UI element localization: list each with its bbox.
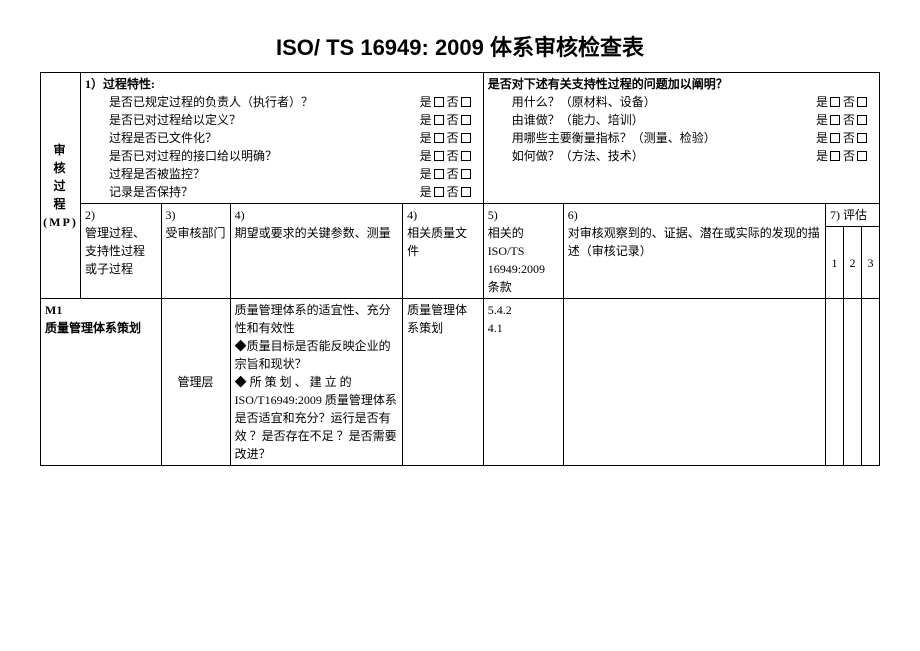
row-dept: 管理层 (161, 299, 230, 466)
rq-line-4: 如何做？（方法、技术）是 否 (488, 147, 875, 165)
col-7-header: 7) 评估 (826, 204, 880, 227)
col-7-2: 2 (844, 227, 862, 299)
rq-line-1: 用什么？（原材料、设备）是 否 (488, 93, 875, 111)
section1-right-heading: 是否对下述有关支持性过程的问题加以阐明？ (488, 75, 875, 93)
col-7-1: 1 (826, 227, 844, 299)
q-line-4: 是否已对过程的接口给以明确？是 否 (85, 147, 479, 165)
side-label: 审核过程(MP) (41, 73, 81, 299)
q-line-6: 记录是否保持？是 否 (85, 183, 479, 201)
row-clauses: 5.4.24.1 (483, 299, 563, 466)
row-docs: 质量管理体系策划 (403, 299, 484, 466)
q-line-3: 过程是否已文件化？是 否 (85, 129, 479, 147)
col-4-header: 4)期望或要求的关键参数、测量 (230, 204, 403, 299)
row-params-b1: ◆质量目标是否能反映企业的宗旨和现状？ (235, 337, 399, 373)
section1-left: 1）过程特性: 是否已规定过程的负责人（执行者）？是 否 是否已对过程给以定义？… (81, 73, 484, 204)
page-title: ISO/ TS 16949: 2009 体系审核检查表 (40, 30, 880, 62)
rq-line-2: 由谁做？（能力、培训）是 否 (488, 111, 875, 129)
q-line-1: 是否已规定过程的负责人（执行者）？是 否 (85, 93, 479, 111)
row-eval-1 (826, 299, 844, 466)
row-findings (563, 299, 825, 466)
col-5-header: 5)相关的 ISO/TS 16949:2009 条款 (483, 204, 563, 299)
rq-line-3: 用哪些主要衡量指标？（测量、检验）是 否 (488, 129, 875, 147)
q-line-5: 过程是否被监控？是 否 (85, 165, 479, 183)
col-2-header: 2)管理过程、支持性过程或子过程 (81, 204, 162, 299)
audit-table: 审核过程(MP) 1）过程特性: 是否已规定过程的负责人（执行者）？是 否 是否… (40, 72, 880, 466)
col-4b-header: 4)相关质量文件 (403, 204, 484, 299)
table-row: M1质量管理体系策划 管理层 质量管理体系的适宜性、充分性和有效性 ◆质量目标是… (41, 299, 880, 466)
row-params-b2: ◆ 所 策 划 、 建 立 的ISO/T16949:2009 质量管理体系是否适… (235, 373, 399, 463)
row-eval-2 (844, 299, 862, 466)
col-6-header: 6)对审核观察到的、证据、潜在或实际的发现的描述（审核记录） (563, 204, 825, 299)
row-eval-3 (862, 299, 880, 466)
row-id: M1质量管理体系策划 (41, 299, 162, 466)
section1-right: 是否对下述有关支持性过程的问题加以阐明？ 用什么？（原材料、设备）是 否 由谁做… (483, 73, 879, 204)
row-params-line1: 质量管理体系的适宜性、充分性和有效性 (235, 301, 399, 337)
q-line-2: 是否已对过程给以定义？是 否 (85, 111, 479, 129)
col-3-header: 3)受审核部门 (161, 204, 230, 299)
section1-heading: 1）过程特性: (85, 75, 479, 93)
col-7-3: 3 (862, 227, 880, 299)
row-params: 质量管理体系的适宜性、充分性和有效性 ◆质量目标是否能反映企业的宗旨和现状？ ◆… (230, 299, 403, 466)
